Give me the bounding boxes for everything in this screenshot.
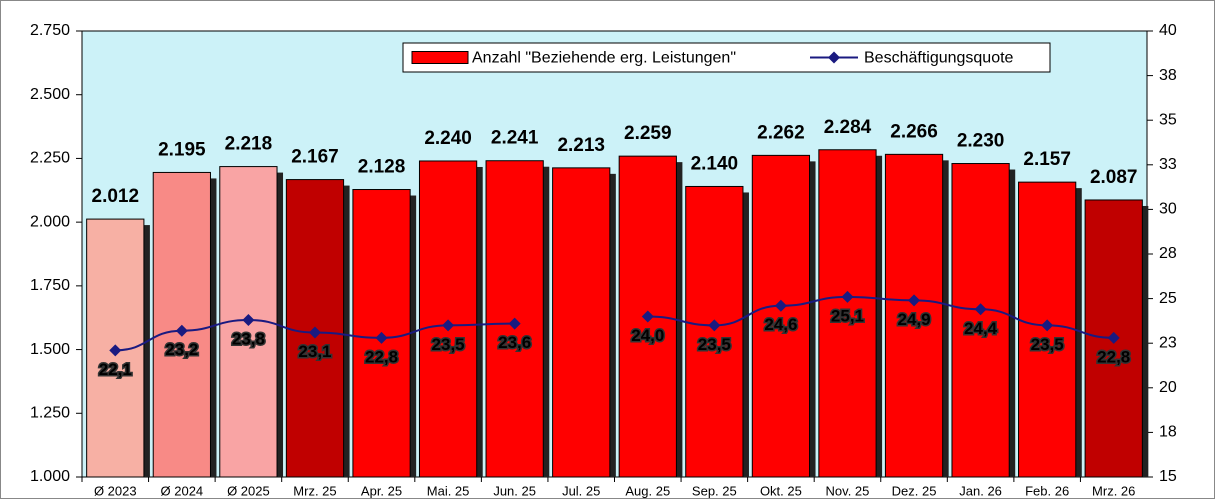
line-value-label: 22,8 [365, 347, 398, 366]
y-tick-label: 1.500 [30, 341, 70, 358]
x-tick-label: Jan. 26 [959, 483, 1002, 498]
x-tick-label: Ø 2023 [94, 483, 137, 498]
line-value-label: 23,5 [698, 335, 731, 354]
bar-value-label: 2.284 [824, 117, 872, 138]
line-value-label: 23,2 [165, 340, 198, 359]
x-tick-label: Ø 2024 [161, 483, 204, 498]
bar-value-label: 2.087 [1090, 167, 1138, 188]
line-marker [908, 294, 921, 307]
x-tick-label: Okt. 25 [760, 483, 802, 498]
line-marker [774, 299, 787, 312]
y-tick-label: 2.250 [30, 150, 70, 167]
y-tick-label: 1.000 [30, 468, 70, 485]
y2-tick-label: 20 [1159, 379, 1177, 396]
line-marker [375, 331, 388, 344]
x-tick-label: Apr. 25 [361, 483, 402, 498]
line-marker [1107, 331, 1120, 344]
legend-label: Anzahl "Beziehende erg. Leistungen" [472, 50, 736, 67]
bar-value-label: 2.266 [890, 121, 938, 142]
legend: Anzahl "Beziehende erg. Leistungen" Besch… [402, 42, 1051, 73]
y2-tick-label: 15 [1159, 468, 1177, 485]
line-value-label: 23,8 [232, 329, 265, 348]
y-tick-label: 2.000 [30, 213, 70, 230]
x-tick-label: Sep. 25 [692, 483, 737, 498]
bar-value-label: 2.012 [92, 186, 140, 207]
line-marker [109, 344, 122, 357]
x-tick-label: Mrz. 25 [293, 483, 336, 498]
bar-value-label: 2.259 [624, 123, 672, 144]
y-tick-label: 1.750 [30, 277, 70, 294]
y2-tick-label: 18 [1159, 424, 1177, 441]
line-marker [974, 303, 987, 316]
bar-value-label: 2.241 [491, 128, 539, 149]
line-value-label: 24,4 [964, 319, 998, 338]
y2-tick-label: 35 [1159, 111, 1177, 128]
line-value-label: 22,8 [1097, 347, 1130, 366]
legend-box [402, 42, 1051, 73]
bar-value-label: 2.230 [957, 131, 1005, 152]
line-marker [841, 290, 854, 303]
x-tick-label: Jul. 25 [562, 483, 600, 498]
y2-tick-label: 23 [1159, 334, 1177, 351]
bar-value-label: 2.262 [757, 122, 805, 143]
line-value-label: 23,5 [432, 335, 465, 354]
bar-value-label: 2.128 [358, 157, 406, 178]
line-marker [641, 310, 654, 323]
line-value-label: 23,6 [498, 333, 531, 352]
x-tick-label: Nov. 25 [826, 483, 870, 498]
line-marker [442, 319, 455, 332]
line-marker [242, 314, 255, 327]
line-value-label: 24,9 [897, 310, 930, 329]
y2-tick-label: 38 [1159, 67, 1177, 84]
y2-tick-label: 30 [1159, 201, 1177, 218]
bar [751, 154, 811, 478]
line [647, 295, 1114, 339]
line-value-label: 22,1 [99, 360, 132, 379]
x-tick-label: Mai. 25 [427, 483, 470, 498]
legend-swatch [411, 51, 469, 64]
line-value-label: 24,6 [764, 315, 797, 334]
y-tick-label: 2.500 [30, 86, 70, 103]
line-marker [508, 317, 521, 330]
bar-value-label: 2.240 [424, 128, 472, 149]
x-tick-label: Ø 2025 [227, 483, 270, 498]
bar-value-label: 2.167 [291, 147, 339, 168]
x-tick-label: Aug. 25 [625, 483, 670, 498]
legend-marker [828, 51, 840, 64]
y2-tick-label: 33 [1159, 156, 1177, 173]
bar-value-label: 2.195 [158, 139, 206, 160]
line-value-label: 23,5 [1031, 335, 1064, 354]
bar-value-label: 2.157 [1023, 149, 1071, 170]
x-tick-label: Dez. 25 [892, 483, 937, 498]
line-value-label: 23,1 [298, 342, 331, 361]
x-tick-label: Mrz. 26 [1092, 483, 1135, 498]
y2-tick-label: 40 [1159, 22, 1177, 39]
y-tick-label: 2.750 [30, 22, 70, 39]
line-marker [708, 319, 721, 332]
bar [818, 149, 877, 478]
line-marker [308, 326, 321, 339]
y2-tick-label: 25 [1159, 290, 1177, 307]
x-tick-label: Feb. 26 [1025, 483, 1069, 498]
bar-value-label: 2.218 [225, 134, 273, 155]
bar [884, 153, 944, 478]
line-value-label: 24,0 [631, 326, 664, 345]
bar [418, 160, 478, 478]
line-value-label: 25,1 [831, 306, 864, 325]
bar [685, 185, 744, 478]
bar-value-label: 2.213 [557, 135, 605, 156]
y2-tick-label: 28 [1159, 245, 1177, 262]
bar [552, 167, 611, 478]
line-marker [1041, 319, 1054, 332]
bar-value-label: 2.140 [691, 153, 739, 174]
x-tick-label: Jun. 25 [493, 483, 536, 498]
y-tick-label: 1.250 [30, 405, 70, 422]
legend-label: Beschäftigungsquote [864, 50, 1014, 67]
line-marker [175, 324, 188, 337]
bar [951, 163, 1010, 478]
